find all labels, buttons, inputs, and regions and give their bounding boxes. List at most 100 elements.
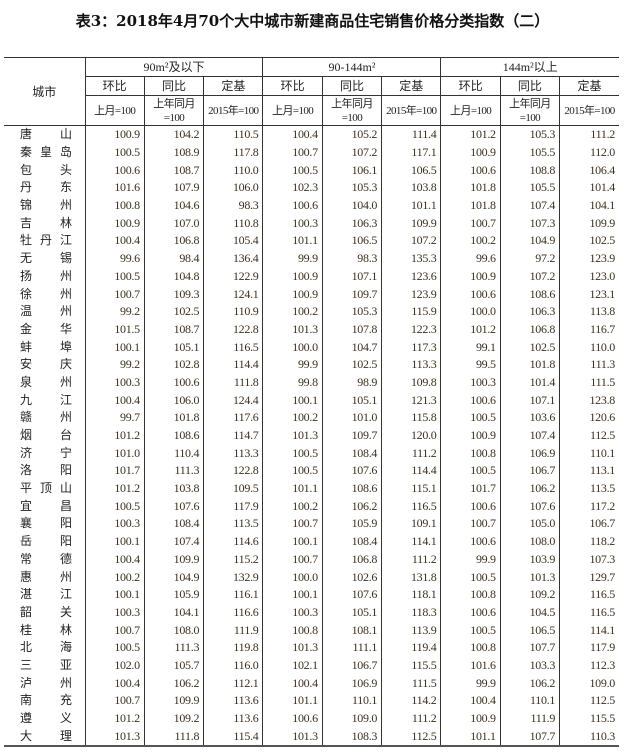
city-cell: 济宁 [4, 444, 85, 462]
value-cell: 117.1 [381, 143, 441, 162]
value-cell: 107.3 [559, 550, 619, 569]
value-cell: 113.6 [203, 709, 263, 728]
value-cell: 113.9 [381, 621, 441, 639]
value-cell: 109.7 [321, 426, 382, 445]
city-cell: 北海 [4, 639, 85, 657]
table-row: 南充 100.7 109.9 113.6 101.1 110.1 114.2 100.4 110… [4, 692, 619, 710]
value-cell: 111.9 [499, 709, 560, 728]
value-cell: 100.8 [84, 196, 145, 215]
value-cell: 112.5 [381, 727, 441, 748]
city-cell: 大理 [4, 727, 86, 748]
value-cell: 101.0 [84, 444, 145, 463]
city-cell: 蚌埠 [4, 338, 85, 356]
value-cell: 115.4 [203, 727, 263, 748]
value-cell: 100.8 [440, 585, 501, 604]
table-row: 岳阳 100.1 107.4 114.6 100.1 108.4 114.1 100.6 108… [4, 532, 619, 551]
value-cell: 99.9 [262, 355, 323, 374]
value-cell: 101.3 [262, 727, 323, 748]
value-cell: 123.8 [559, 391, 619, 409]
value-cell: 100.5 [262, 444, 323, 463]
table-row: 吉林 100.9 107.0 110.8 100.3 106.3 109.9 100.7 107… [4, 214, 619, 233]
value-cell: 99.2 [84, 302, 145, 321]
table-row: 徐州 100.7 109.3 124.1 100.9 109.7 123.9 100.6 108… [4, 285, 619, 303]
value-cell: 100.7 [262, 143, 323, 162]
value-cell: 106.2 [499, 479, 560, 498]
value-cell: 100.4 [84, 550, 145, 569]
value-cell: 109.8 [381, 373, 441, 392]
value-cell: 99.9 [440, 550, 501, 569]
value-cell: 116.7 [559, 320, 619, 339]
value-cell: 110.9 [203, 302, 263, 321]
table-row: 遵义 101.2 109.2 113.6 100.6 109.0 111.2 100.9 111… [4, 709, 619, 728]
value-cell: 99.5 [440, 355, 501, 374]
value-cell: 115.5 [559, 709, 619, 728]
value-cell: 98.3 [321, 249, 382, 268]
value-cell: 100.6 [440, 285, 501, 303]
value-cell: 100.2 [262, 302, 323, 321]
city-name: 襄阳 [20, 516, 72, 531]
value-cell: 123.9 [381, 285, 441, 303]
value-cell: 105.3 [321, 302, 382, 321]
value-cell: 107.0 [143, 214, 204, 233]
value-cell: 102.5 [143, 302, 204, 321]
table-row: 宜昌 100.5 107.6 117.9 100.2 106.2 116.5 100.6 107… [4, 497, 619, 516]
city-cell: 秦皇岛 [4, 144, 85, 162]
city-name: 南充 [20, 693, 72, 708]
value-cell: 101.1 [381, 196, 441, 215]
value-cell: 108.6 [499, 285, 560, 303]
value-cell: 100.9 [440, 143, 501, 162]
value-cell: 100.8 [440, 638, 501, 657]
value-cell: 106.7 [559, 515, 619, 533]
value-cell: 100.5 [440, 621, 501, 639]
city-cell: 惠州 [4, 568, 85, 586]
unit-yoy: 上年同月=100 [499, 95, 560, 126]
value-cell: 120.0 [381, 426, 441, 445]
value-cell: 123.0 [559, 267, 619, 286]
table-row: 泸州 100.4 106.2 112.1 100.4 106.9 111.5 99.9 106.… [4, 674, 619, 692]
city-name: 宜昌 [20, 498, 72, 513]
value-cell: 100.4 [262, 674, 323, 692]
value-cell: 107.2 [499, 267, 560, 286]
value-cell: 107.7 [499, 727, 560, 748]
value-cell: 122.8 [203, 462, 263, 480]
value-cell: 101.8 [499, 355, 560, 374]
value-cell: 105.5 [499, 179, 560, 197]
value-cell: 104.2 [143, 125, 204, 144]
value-cell: 103.6 [499, 409, 560, 427]
value-cell: 106.5 [381, 161, 441, 180]
value-cell: 115.8 [381, 409, 441, 427]
subheader-yoy: 同比 [143, 76, 204, 96]
city-name: 蚌埠 [20, 339, 72, 354]
table-row: 蚌埠 100.1 105.1 116.5 100.0 104.7 117.3 99.1 102.… [4, 338, 619, 356]
value-cell: 100.8 [262, 621, 323, 639]
value-cell: 117.3 [381, 338, 441, 356]
value-cell: 100.7 [262, 550, 323, 569]
city-name: 湛江 [20, 587, 72, 602]
value-cell: 111.4 [381, 125, 441, 144]
value-cell: 101.3 [262, 426, 323, 445]
city-name: 安庆 [20, 357, 72, 372]
table-row: 桂林 100.7 108.0 111.9 100.8 108.1 113.9 100.5 106… [4, 621, 619, 639]
unit-mom: 上月=100 [440, 95, 501, 126]
city-cell: 温州 [4, 303, 85, 321]
value-cell: 100.7 [84, 285, 145, 303]
city-name: 三亚 [20, 657, 72, 672]
value-cell: 103.8 [381, 179, 441, 197]
city-name: 洛阳 [20, 463, 72, 478]
value-cell: 111.3 [143, 462, 204, 480]
value-cell: 118.3 [381, 603, 441, 622]
city-cell: 洛阳 [4, 462, 85, 480]
value-cell: 107.4 [499, 196, 560, 215]
group-header-large: 144m²以上 [440, 57, 619, 77]
value-cell: 106.2 [143, 674, 204, 692]
value-cell: 111.3 [559, 355, 619, 374]
value-cell: 117.2 [559, 497, 619, 516]
value-cell: 108.6 [321, 479, 382, 498]
value-cell: 100.9 [440, 426, 501, 445]
value-cell: 102.8 [143, 355, 204, 374]
value-cell: 106.1 [321, 161, 382, 180]
value-cell: 117.9 [203, 497, 263, 516]
city-name: 大理 [20, 728, 72, 743]
value-cell: 107.9 [143, 179, 204, 197]
value-cell: 106.7 [321, 656, 382, 675]
